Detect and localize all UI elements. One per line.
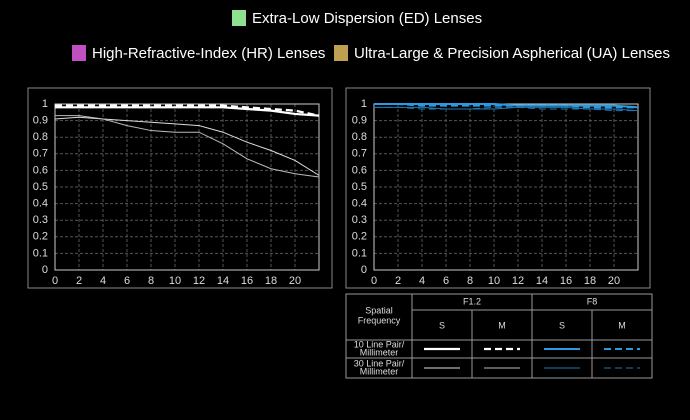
y-tick-label: 0.8: [352, 131, 367, 143]
x-tick-label: 6: [124, 275, 130, 287]
direction-label: M: [618, 320, 626, 330]
y-tick-label: 0.5: [352, 181, 367, 193]
y-tick-label: 0.5: [33, 181, 48, 193]
y-tick-label: 0.7: [352, 148, 367, 160]
x-tick-label: 4: [419, 275, 425, 287]
x-tick-label: 0: [52, 275, 58, 287]
row-label: Millimeter: [360, 366, 399, 376]
row-label: 30 Line Pair/: [354, 358, 405, 368]
mtf-line: [55, 106, 320, 117]
legend-swatch: [232, 10, 246, 26]
row-label: 10 Line Pair/: [354, 339, 405, 349]
y-tick-label: 0.8: [33, 131, 48, 143]
y-tick-label: 0.4: [352, 198, 367, 210]
y-tick-label: 0: [361, 264, 367, 276]
legend-label: Ultra-Large & Precision Aspherical (UA) …: [354, 45, 670, 62]
y-tick-label: 0.3: [352, 214, 367, 226]
x-tick-label: 0: [371, 275, 377, 287]
y-tick-label: 0.1: [33, 247, 48, 259]
x-tick-label: 20: [608, 275, 620, 287]
mtf-line: [374, 106, 638, 112]
x-tick-label: 16: [560, 275, 572, 287]
x-tick-label: 18: [584, 275, 596, 287]
y-tick-label: 0.2: [352, 231, 367, 243]
table-header: Frequency: [358, 315, 401, 325]
direction-label: S: [439, 320, 445, 330]
y-tick-label: 0.9: [33, 115, 48, 127]
row-label: Millimeter: [360, 347, 399, 357]
legend-label: Extra-Low Dispersion (ED) Lenses: [252, 10, 482, 27]
x-tick-label: 2: [395, 275, 401, 287]
y-tick-label: 0.9: [352, 115, 367, 127]
y-tick-label: 1: [361, 98, 367, 110]
plot-frame: [54, 103, 320, 271]
legend-swatch: [334, 45, 348, 61]
x-tick-label: 12: [193, 275, 205, 287]
table-frame: [345, 293, 653, 379]
mtf-line: [54, 116, 320, 176]
x-tick-label: 2: [76, 275, 82, 287]
y-tick-label: 0.6: [352, 164, 367, 176]
aperture-label: F1.2: [463, 296, 481, 306]
legend-swatch: [72, 45, 86, 61]
mtf-line: [374, 103, 638, 109]
x-tick-label: 6: [443, 275, 449, 287]
chart-frame: [27, 87, 333, 289]
direction-label: S: [559, 320, 565, 330]
aperture-label: F8: [587, 296, 598, 306]
y-tick-label: 0: [42, 264, 48, 276]
mtf-line: [55, 115, 320, 178]
x-tick-label: 14: [217, 275, 229, 287]
x-tick-label: 12: [512, 275, 524, 287]
x-tick-label: 8: [148, 275, 154, 287]
y-tick-label: 0.7: [33, 148, 48, 160]
legend-label: High-Refractive-Index (HR) Lenses: [92, 45, 325, 62]
x-tick-label: 8: [467, 275, 473, 287]
x-tick-label: 10: [169, 275, 181, 287]
y-tick-label: 1: [42, 98, 48, 110]
x-tick-label: 16: [241, 275, 253, 287]
x-tick-label: 4: [100, 275, 106, 287]
x-tick-label: 10: [488, 275, 500, 287]
y-tick-label: 0.2: [33, 231, 48, 243]
direction-label: M: [498, 320, 506, 330]
x-tick-label: 18: [265, 275, 277, 287]
x-tick-label: 14: [536, 275, 548, 287]
x-tick-label: 20: [289, 275, 301, 287]
y-tick-label: 0.1: [352, 247, 367, 259]
chart-frame: [345, 87, 651, 289]
mtf-line: [55, 104, 320, 117]
y-tick-label: 0.4: [33, 198, 48, 210]
table-header: Spatial: [365, 305, 393, 315]
y-tick-label: 0.3: [33, 214, 48, 226]
y-tick-label: 0.6: [33, 164, 48, 176]
